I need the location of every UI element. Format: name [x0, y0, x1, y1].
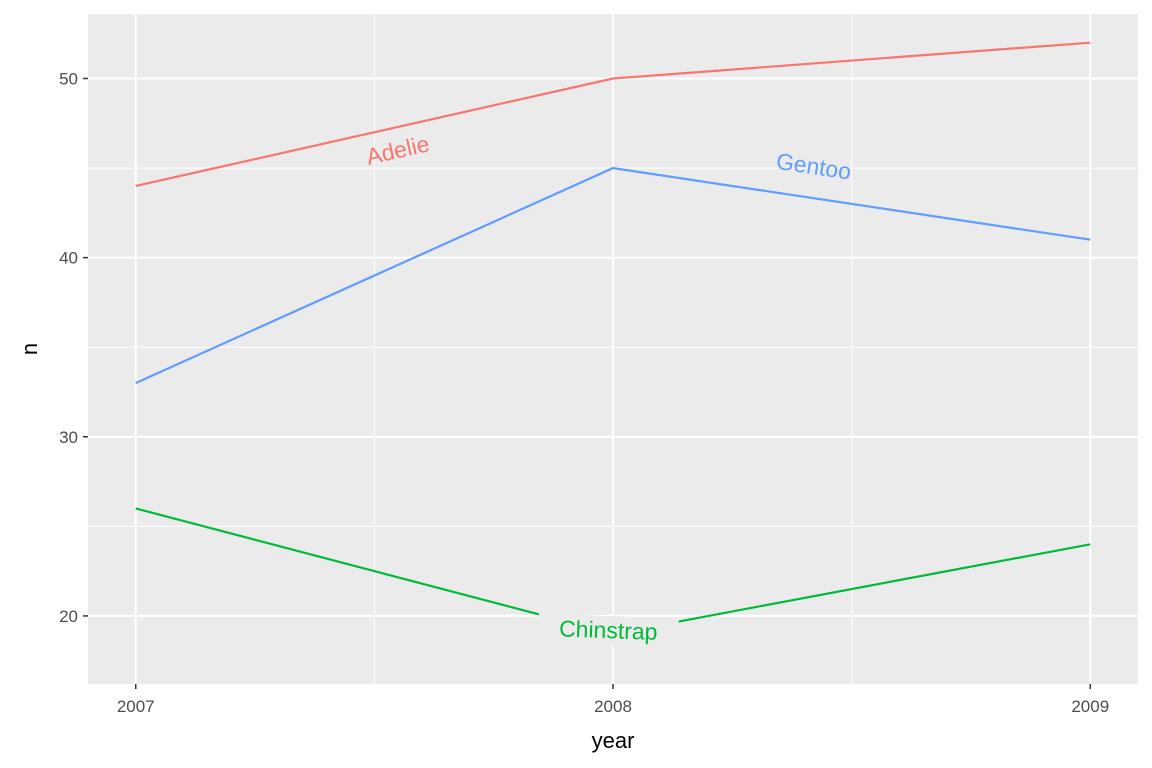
- major-gridlines: [88, 14, 1138, 684]
- y-tick-label: 30: [59, 428, 78, 447]
- x-tick-label: 2007: [117, 697, 155, 716]
- x-tick-label: 2008: [594, 697, 632, 716]
- y-tick-label: 20: [59, 607, 78, 626]
- series-label-chinstrap: Chinstrap: [559, 615, 658, 645]
- x-axis: 2007 2008 2009: [117, 684, 1109, 716]
- x-axis-title: year: [592, 728, 635, 753]
- y-tick-label: 50: [59, 69, 78, 88]
- y-axis: 20 30 40 50: [59, 69, 88, 626]
- y-tick-label: 40: [59, 249, 78, 268]
- label-gap-chinstrap: [537, 613, 679, 649]
- x-tick-label: 2009: [1071, 697, 1109, 716]
- series-line-adelie: [135, 41, 1091, 188]
- y-axis-title: n: [17, 343, 42, 355]
- series-line-gentoo: [135, 166, 1091, 385]
